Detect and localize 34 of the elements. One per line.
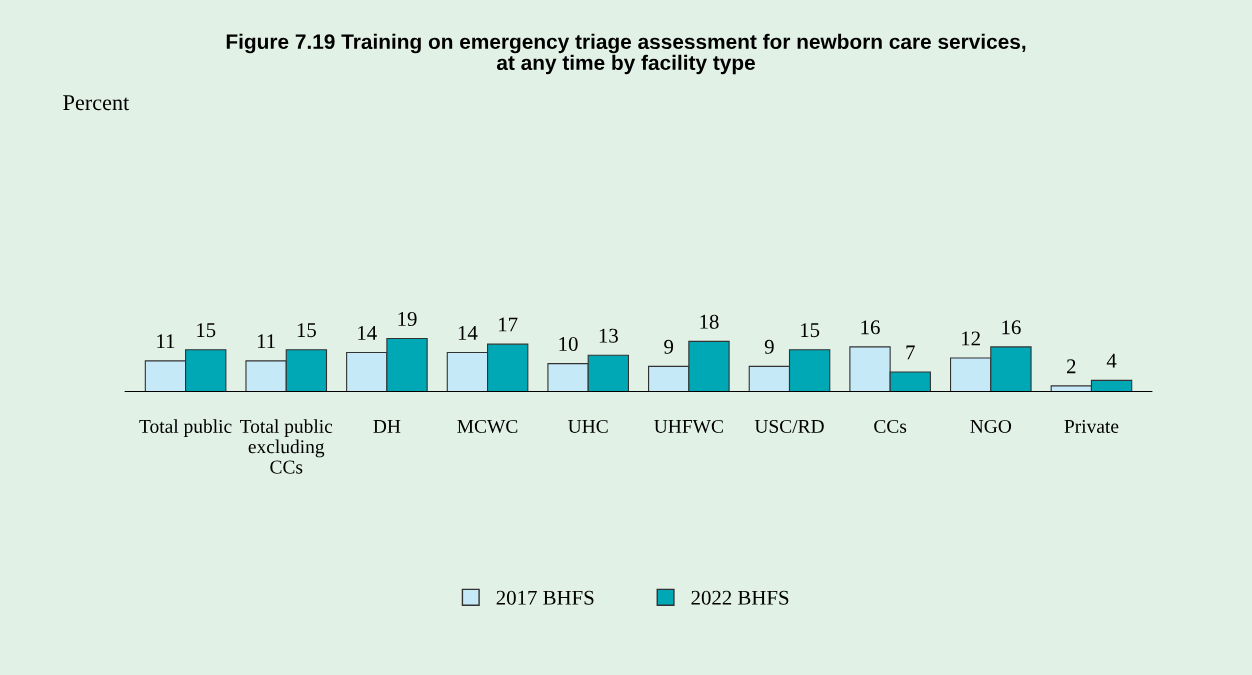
data-label: 14 [458,325,478,340]
x-tick-label: CCs [874,419,907,433]
data-label: 11 [157,334,175,349]
data-label: 11 [257,334,275,349]
x-tick-label: NGO [970,419,1012,433]
data-label: 7 [906,345,915,360]
data-label: 13 [599,328,618,343]
x-tick-label: MCWC [457,419,518,434]
data-label: 15 [297,323,316,338]
data-label: 16 [1002,320,1021,335]
data-label: 9 [764,339,774,354]
data-label: 17 [499,317,518,332]
x-tick-label: UHFWC [654,419,723,434]
x-tick-label: Total public excluding CCs [240,419,333,474]
data-label: 15 [801,323,820,338]
data-label: 9 [664,339,674,354]
data-label: 2 [1067,359,1076,374]
x-tick-label: DH [373,420,401,433]
text: Percent [63,95,130,111]
x-tick-label: UHC [568,419,608,433]
data-label: 4 [1106,353,1117,368]
data-label: 12 [962,331,980,346]
data-label: 15 [197,323,216,338]
legend-label: 2022 BHFS [691,590,789,605]
x-tick-label: USC/RD [754,419,824,433]
chart-title: Figure 7.19 Training on emergency triage assessment for newborn care services, at any time by facility type [226,33,1026,75]
data-label: 19 [398,311,417,326]
legend-label: 2017 BHFS [496,590,594,605]
data-label: 10 [559,337,578,352]
data-label: 18 [700,314,719,329]
data-label: 16 [861,320,880,335]
x-tick-label: Private [1064,419,1119,433]
x-tick-label: Total public [139,419,232,437]
data-label: 14 [358,325,377,340]
